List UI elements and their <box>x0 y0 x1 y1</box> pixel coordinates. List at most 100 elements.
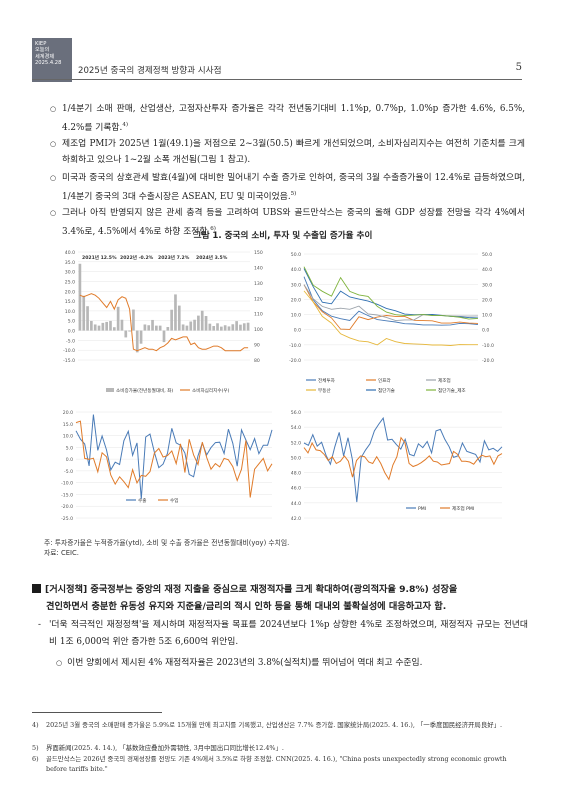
policy-heading: [거시정책] 중국정부는 중앙의 재정 지출을 중심으로 재정적자를 크게 확대… <box>32 581 532 615</box>
bar <box>78 263 82 331</box>
circle-bullet-icon: ○ <box>50 174 57 182</box>
legend-label: 소비자심리지수(우) <box>192 387 230 394</box>
bar <box>128 330 131 332</box>
figure-source: 자료: CEIC. <box>44 549 79 557</box>
legend-label: 전체투자 <box>318 377 336 384</box>
series-line-pmi <box>303 416 503 503</box>
legend-label: 부동산 <box>318 387 331 394</box>
bar <box>155 325 158 331</box>
figure-note: 주: 투자증가율은 누적증가율(ytd), 소비 및 수출 증가율은 전년동월대… <box>44 539 290 547</box>
y-tick-label: 52.0 <box>291 440 301 446</box>
bullet-item: ○ 미국과 중국의 상호관세 발효(4월)에 대비한 밀어내기 수출 증가로 인… <box>50 170 525 206</box>
legend-label: 수입 <box>170 497 178 504</box>
y2-tick-label: 90 <box>254 343 260 349</box>
legend-label: 첨단기술 <box>378 387 395 394</box>
bullet-item: ○ 1/4분기 소매 판매, 산업생산, 고정자산투자 증가율은 각각 전년동기… <box>50 101 525 137</box>
bar <box>200 310 204 331</box>
bar <box>90 320 93 331</box>
bar <box>242 323 246 331</box>
chart-trade: 20.0 15.0 10.0 5.0 0.0 -5.0 -10.0 -15.0 -20.0 -25… <box>56 406 278 530</box>
footnote-text: 界面新闻(2025. 4. 14.), 「基数效应叠加外需韧性, 3月中国出口同… <box>46 744 284 752</box>
y2-tick-label: 120 <box>254 296 263 302</box>
bar <box>116 306 120 331</box>
report-title: 2025년 중국의 경제정책 방향과 시사점 <box>78 66 222 76</box>
bar <box>158 325 162 331</box>
bullet-item: ○ 그러나 아직 반영되지 않은 관세 충격 등을 고려하여 UBS와 골드만삭… <box>50 205 525 241</box>
bar <box>235 321 238 331</box>
y-tick-label: -15.0 <box>61 492 73 498</box>
badge-org: KIEP <box>35 41 47 47</box>
chart-trade-svg: 20.0 15.0 10.0 5.0 0.0 -5.0 -10.0 -15.0 -20.0 -25… <box>61 410 273 522</box>
y-tick-label: 15.0 <box>65 299 75 305</box>
dash-bullet-icon: - <box>38 620 41 630</box>
bullet-text: 제조업 PMI가 2025년 1월(49.1)을 저점으로 2~3월(50.5)… <box>62 139 525 166</box>
series-line-investment <box>303 284 479 330</box>
bar <box>86 306 89 331</box>
y-tick-label: 5.0 <box>66 445 73 451</box>
bullet-item: ○ 제조업 PMI가 2025년 1월(49.1)을 저점으로 2~3월(50.… <box>50 136 525 169</box>
footnote-item: 4) 2025년 3월 중국의 소매판매 증가율은 5.9%로 15개월 만에 … <box>32 721 516 731</box>
legend-label: 제조업 <box>438 377 451 384</box>
bar <box>174 294 177 331</box>
dash-text: '더욱 적극적인 재정정책'을 제시하며 재정적자율 목표를 2024년보다 1… <box>49 620 528 647</box>
series-line-investment <box>303 266 479 320</box>
kiep-badge: KIEP 오늘의 세계경제 2025.4.28 <box>32 38 72 82</box>
y2-tick-label: 10.0 <box>482 313 492 319</box>
series-line-investment <box>303 268 479 319</box>
bar <box>139 330 143 344</box>
bar <box>212 326 216 331</box>
y-tick-label: 44.0 <box>291 501 301 507</box>
y2-tick-label: 50.0 <box>482 252 492 258</box>
y2-tick-label: -20.0 <box>482 358 494 364</box>
dash-item: - '더욱 적극적인 재정정책'을 제시하며 재정적자율 목표를 2024년보다… <box>38 617 528 650</box>
bar <box>246 322 250 331</box>
bar <box>101 322 105 331</box>
footnote-rule <box>32 712 162 713</box>
badge-series-1: 오늘의 <box>35 47 50 54</box>
chart-pmi-svg: 56.0 54.0 52.0 50.0 48.0 46.0 44.0 42.0 PMI 제조업 P… <box>291 410 503 522</box>
series-line-sentiment <box>79 293 249 352</box>
y-tick-label: 56.0 <box>291 410 301 416</box>
y-tick-label: 10.0 <box>291 313 301 319</box>
y-tick-label: 10.0 <box>63 434 73 440</box>
y-tick-label: 50.0 <box>291 455 301 461</box>
y2-tick-label: 150 <box>254 250 263 256</box>
footnote-ref: 5) <box>290 191 297 198</box>
y-tick-label: -5.0 <box>66 338 75 344</box>
bar <box>181 324 185 331</box>
badge-series-2: 세계경제 <box>35 53 55 60</box>
y-tick-label: 50.0 <box>291 252 301 258</box>
footnote-item: 6) 골드만삭스는 2026년 중국의 경제성장률 전망도 기존 4%에서 3.… <box>32 755 516 774</box>
footnote-number: 5) <box>32 744 39 752</box>
y2-tick-label: 30.0 <box>482 282 492 288</box>
y2-tick-label: 40.0 <box>482 267 492 273</box>
bar <box>147 325 151 331</box>
footnote-ref: 6) <box>210 226 216 233</box>
legend-label: 인프라 <box>378 377 391 384</box>
bullet-text: 미국과 중국의 상호관세 발효(4월)에 대비한 밀어내기 수출 증가로 인하여… <box>62 173 525 203</box>
y-tick-label: 15.0 <box>63 422 73 428</box>
period-annotation: 2022년 -0.2% <box>120 254 154 261</box>
bar <box>166 327 170 331</box>
footnote-number: 6) <box>32 755 39 763</box>
y-tick-label: -10.0 <box>289 343 301 349</box>
legend-label: PMI <box>418 506 426 512</box>
y-tick-label: -15.0 <box>63 358 75 364</box>
y-tick-label: -10.0 <box>61 481 73 487</box>
footnote-item: 5) 界面新闻(2025. 4. 14.), 「基数效应叠加外需韧性, 3月中国… <box>32 744 516 754</box>
y2-tick-label: 20.0 <box>482 297 492 303</box>
chart-investment: 50.0 40.0 30.0 20.0 10.0 0.0 -10.0 -20.0 50.0 40.… <box>282 242 510 402</box>
footnote-text: 2025년 3월 중국의 소매판매 증가율은 5.9%로 15개월 만에 최고치… <box>46 721 503 729</box>
bar <box>109 320 112 331</box>
period-annotation: 2023년 7.2% <box>158 254 190 261</box>
bar <box>143 324 147 331</box>
bar <box>227 326 231 331</box>
y2-tick-label: 140 <box>254 265 263 271</box>
legend-label: 첨단기술_제조 <box>438 387 466 394</box>
footnote-text: 골드만삭스는 2026년 중국의 경제성장률 전망도 기존 4%에서 3.5%로… <box>46 755 507 773</box>
square-bullet-icon <box>32 584 41 593</box>
chart-investment-svg: 50.0 40.0 30.0 20.0 10.0 0.0 -10.0 -20.0 50.0 40.… <box>289 252 494 394</box>
y2-tick-label: 100 <box>254 327 263 333</box>
y-tick-label: -20.0 <box>289 358 301 364</box>
y-tick-label: 0.0 <box>294 328 301 334</box>
